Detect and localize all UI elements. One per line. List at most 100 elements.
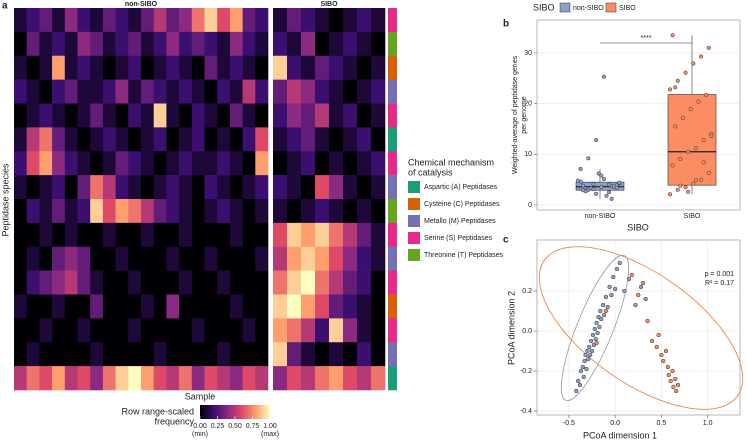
legend-label: Metallo (M) Peptidases (424, 218, 496, 225)
y-axis-label: Peptidase species (0, 163, 10, 237)
heat-cell (191, 318, 205, 343)
heat-cell (371, 31, 386, 57)
heat-cell (115, 199, 129, 224)
point (597, 324, 602, 330)
heat-cell (14, 199, 27, 224)
point (591, 187, 596, 192)
heat-cell (329, 366, 344, 391)
heat-cell (255, 175, 269, 200)
heat-cell (128, 342, 142, 367)
heat-cell (229, 294, 243, 319)
heat-cell (128, 318, 142, 343)
heat-cell (39, 246, 53, 271)
heat-cell (191, 366, 205, 391)
heat-cell (204, 103, 218, 128)
point (594, 320, 599, 326)
point (583, 189, 588, 194)
heat-cell (315, 342, 330, 367)
mechanism-cell (388, 8, 397, 33)
heat-cell (39, 294, 53, 319)
point (581, 374, 586, 380)
heat-cell (371, 294, 386, 319)
point (599, 316, 604, 322)
heat-cell (64, 366, 78, 391)
point (701, 160, 706, 165)
panel-letter: c (503, 235, 509, 246)
heat-cell (102, 318, 116, 343)
heat-cell (90, 294, 104, 319)
point (675, 78, 680, 83)
heat-cell (329, 342, 344, 367)
heat-cell (128, 151, 142, 176)
heat-cell (229, 270, 243, 295)
heat-cell (128, 8, 142, 33)
heat-cell (217, 55, 231, 80)
heat-cell (229, 127, 243, 152)
heat-cell (179, 270, 193, 295)
heat-cell (77, 294, 91, 319)
mechanism-cell (388, 199, 397, 224)
heat-cell (315, 294, 330, 319)
heat-cell (191, 31, 205, 57)
heat-cell (77, 270, 91, 295)
point (693, 146, 698, 151)
mechanism-cell (388, 127, 397, 152)
heat-cell (242, 366, 256, 391)
mechanism-cell (388, 55, 397, 80)
legend-key (408, 249, 420, 261)
heat-cell (357, 318, 372, 343)
heat-cell (242, 270, 256, 295)
heat-cell (141, 175, 154, 200)
heat-cell (242, 31, 256, 57)
point (599, 185, 604, 190)
point (673, 85, 678, 90)
point (586, 356, 591, 362)
heat-cell (301, 55, 316, 80)
y-tick-label: -0.2 (520, 368, 532, 375)
heat-cell (39, 366, 53, 391)
point (601, 74, 606, 79)
heat-cell (166, 55, 180, 80)
heat-cell (153, 103, 167, 128)
heat-cell (217, 199, 231, 224)
heat-cell (343, 246, 358, 271)
legend-key (605, 2, 617, 13)
heat-cell (217, 318, 231, 343)
point (578, 166, 583, 172)
heat-cell (141, 366, 154, 391)
heat-cell (191, 222, 205, 248)
heat-cell (255, 366, 269, 391)
heat-cell (343, 222, 358, 248)
heat-cell (229, 31, 243, 57)
heat-cell (255, 199, 269, 224)
heat-cell (204, 55, 218, 80)
heat-cell (141, 246, 154, 271)
heat-cell (229, 8, 243, 33)
point (599, 173, 604, 178)
point (589, 348, 595, 354)
heat-cell (343, 79, 358, 104)
heat-cell (166, 246, 180, 271)
point (594, 138, 599, 143)
heat-cell (52, 175, 66, 200)
heat-cell (255, 294, 269, 319)
heat-cell (315, 127, 330, 152)
colorbar (200, 405, 270, 419)
heat-cell (102, 222, 116, 248)
heat-cell (255, 8, 269, 33)
heat-cell (90, 222, 104, 248)
heat-cell (39, 55, 53, 80)
heat-cell (357, 342, 372, 367)
heat-cell (64, 79, 78, 104)
heat-cell (179, 31, 193, 57)
heat-cell (287, 270, 302, 295)
heat-cell (39, 79, 53, 104)
heat-cell (166, 151, 180, 176)
heat-cell (90, 318, 104, 343)
heat-cell (301, 175, 316, 200)
heat-cell (357, 199, 372, 224)
heat-cell (315, 31, 330, 57)
mechanism-cell (388, 318, 397, 343)
heat-cell (14, 127, 27, 152)
point (603, 294, 609, 300)
